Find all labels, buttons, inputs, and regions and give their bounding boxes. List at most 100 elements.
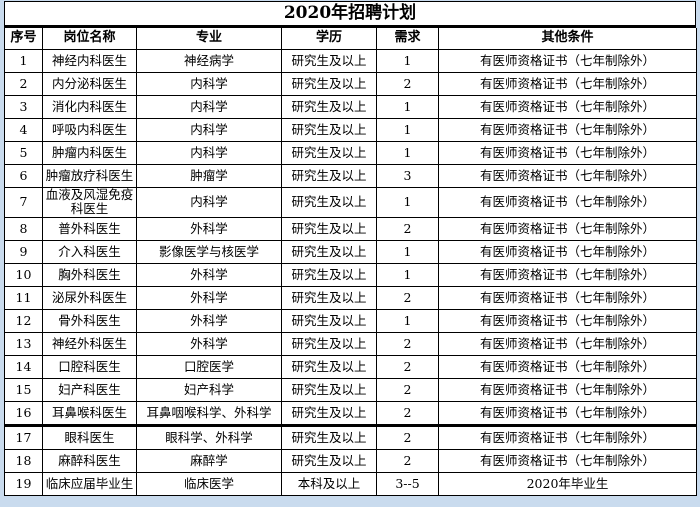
cell-serial-number: 14 — [4, 354, 43, 379]
table-row: 11 泌尿外科医生 外科学 研究生及以上 2 有医师资格证书（七年制除外） — [4, 285, 697, 310]
cell-education: 研究生及以上 — [281, 308, 377, 333]
cell-demand: 2 — [376, 72, 439, 96]
table-row: 13 神经外科医生 外科学 研究生及以上 2 有医师资格证书（七年制除外） — [4, 331, 697, 356]
cell-major: 眼科学、外科学 — [136, 424, 282, 450]
cell-major: 内科学 — [136, 141, 282, 165]
cell-position-name: 眼科医生 — [42, 424, 137, 450]
cell-major: 临床医学 — [136, 471, 282, 496]
cell-demand: 2 — [376, 377, 439, 402]
cell-demand: 1 — [376, 95, 439, 119]
table-row: 18 麻醉科医生 麻醉学 研究生及以上 2 有医师资格证书（七年制除外） — [4, 448, 697, 473]
cell-education: 研究生及以上 — [281, 95, 377, 119]
cell-position-name: 耳鼻喉科医生 — [42, 400, 137, 427]
cell-major: 外科学 — [136, 331, 282, 356]
cell-demand: 2 — [376, 448, 439, 473]
cell-other-conditions: 有医师资格证书（七年制除外） — [438, 239, 697, 264]
cell-demand: 1 — [376, 308, 439, 333]
table-row: 6 肿瘤放疗科医生 肿瘤学 研究生及以上 3 有医师资格证书（七年制除外） — [4, 164, 697, 188]
cell-demand: 1 — [376, 187, 439, 218]
cell-serial-number: 9 — [4, 239, 43, 264]
table-row: 8 普外科医生 外科学 研究生及以上 2 有医师资格证书（七年制除外） — [4, 216, 697, 241]
cell-other-conditions: 有医师资格证书（七年制除外） — [438, 331, 697, 356]
cell-education: 研究生及以上 — [281, 400, 377, 427]
cell-education: 研究生及以上 — [281, 354, 377, 379]
cell-major: 外科学 — [136, 308, 282, 333]
cell-position-name: 胸外科医生 — [42, 262, 137, 287]
cell-other-conditions: 有医师资格证书（七年制除外） — [438, 262, 697, 287]
cell-major: 内科学 — [136, 187, 282, 218]
cell-demand: 2 — [376, 354, 439, 379]
cell-serial-number: 1 — [4, 49, 43, 73]
cell-major: 肿瘤学 — [136, 164, 282, 188]
cell-other-conditions: 有医师资格证书（七年制除外） — [438, 308, 697, 333]
cell-demand: 2 — [376, 424, 439, 450]
cell-position-name: 介入科医生 — [42, 239, 137, 264]
cell-position-name: 泌尿外科医生 — [42, 285, 137, 310]
cell-other-conditions: 有医师资格证书（七年制除外） — [438, 424, 697, 450]
cell-education: 研究生及以上 — [281, 187, 377, 218]
cell-major: 耳鼻咽喉科学、外科学 — [136, 400, 282, 427]
table-row: 10 胸外科医生 外科学 研究生及以上 1 有医师资格证书（七年制除外） — [4, 262, 697, 287]
cell-position-name: 麻醉科医生 — [42, 448, 137, 473]
cell-other-conditions: 有医师资格证书（七年制除外） — [438, 400, 697, 427]
cell-demand: 2 — [376, 331, 439, 356]
page-title: 2020年招聘计划 — [4, 1, 696, 28]
cell-major: 内科学 — [136, 118, 282, 142]
cell-serial-number: 12 — [4, 308, 43, 333]
cell-education: 研究生及以上 — [281, 164, 377, 188]
header-serial-number: 序号 — [4, 28, 43, 50]
cell-education: 研究生及以上 — [281, 118, 377, 142]
cell-serial-number: 2 — [4, 72, 43, 96]
table-header-row: 序号 岗位名称 专业 学历 需求 其他条件 — [4, 28, 697, 50]
cell-demand: 2 — [376, 216, 439, 241]
cell-other-conditions: 2020年毕业生 — [438, 471, 697, 496]
cell-major: 内科学 — [136, 72, 282, 96]
cell-other-conditions: 有医师资格证书（七年制除外） — [438, 118, 697, 142]
cell-other-conditions: 有医师资格证书（七年制除外） — [438, 216, 697, 241]
cell-education: 本科及以上 — [281, 471, 377, 496]
cell-other-conditions: 有医师资格证书（七年制除外） — [438, 285, 697, 310]
cell-demand: 1 — [376, 239, 439, 264]
cell-other-conditions: 有医师资格证书（七年制除外） — [438, 141, 697, 165]
cell-serial-number: 5 — [4, 141, 43, 165]
cell-serial-number: 8 — [4, 216, 43, 241]
cell-major: 神经病学 — [136, 49, 282, 73]
cell-education: 研究生及以上 — [281, 331, 377, 356]
cell-serial-number: 18 — [4, 448, 43, 473]
cell-position-name: 肿瘤内科医生 — [42, 141, 137, 165]
cell-position-name: 消化内科医生 — [42, 95, 137, 119]
cell-demand: 2 — [376, 285, 439, 310]
cell-other-conditions: 有医师资格证书（七年制除外） — [438, 354, 697, 379]
cell-position-name: 口腔科医生 — [42, 354, 137, 379]
cell-serial-number: 4 — [4, 118, 43, 142]
cell-education: 研究生及以上 — [281, 424, 377, 450]
cell-serial-number: 13 — [4, 331, 43, 356]
cell-serial-number: 11 — [4, 285, 43, 310]
table-row: 3 消化内科医生 内科学 研究生及以上 1 有医师资格证书（七年制除外） — [4, 95, 697, 119]
table-row: 12 骨外科医生 外科学 研究生及以上 1 有医师资格证书（七年制除外） — [4, 308, 697, 333]
cell-demand: 2 — [376, 400, 439, 427]
cell-position-name: 肿瘤放疗科医生 — [42, 164, 137, 188]
cell-demand: 1 — [376, 118, 439, 142]
cell-demand: 1 — [376, 141, 439, 165]
cell-other-conditions: 有医师资格证书（七年制除外） — [438, 164, 697, 188]
cell-major: 妇产科学 — [136, 377, 282, 402]
table-row: 17 眼科医生 眼科学、外科学 研究生及以上 2 有医师资格证书（七年制除外） — [4, 424, 697, 450]
table-row: 7 血液及风湿免疫科医生 内科学 研究生及以上 1 有医师资格证书（七年制除外） — [4, 187, 697, 218]
cell-education: 研究生及以上 — [281, 239, 377, 264]
cell-serial-number: 19 — [4, 471, 43, 496]
cell-demand: 1 — [376, 262, 439, 287]
cell-position-name: 神经外科医生 — [42, 331, 137, 356]
cell-education: 研究生及以上 — [281, 377, 377, 402]
header-other-conditions: 其他条件 — [438, 28, 697, 50]
cell-serial-number: 7 — [4, 187, 43, 218]
cell-major: 麻醉学 — [136, 448, 282, 473]
header-major: 专业 — [136, 28, 282, 50]
cell-other-conditions: 有医师资格证书（七年制除外） — [438, 377, 697, 402]
cell-education: 研究生及以上 — [281, 262, 377, 287]
table-row: 15 妇产科医生 妇产科学 研究生及以上 2 有医师资格证书（七年制除外） — [4, 377, 697, 402]
table-row: 1 神经内科医生 神经病学 研究生及以上 1 有医师资格证书（七年制除外） — [4, 49, 697, 73]
cell-other-conditions: 有医师资格证书（七年制除外） — [438, 448, 697, 473]
cell-position-name: 血液及风湿免疫科医生 — [42, 187, 137, 218]
cell-position-name: 神经内科医生 — [42, 49, 137, 73]
